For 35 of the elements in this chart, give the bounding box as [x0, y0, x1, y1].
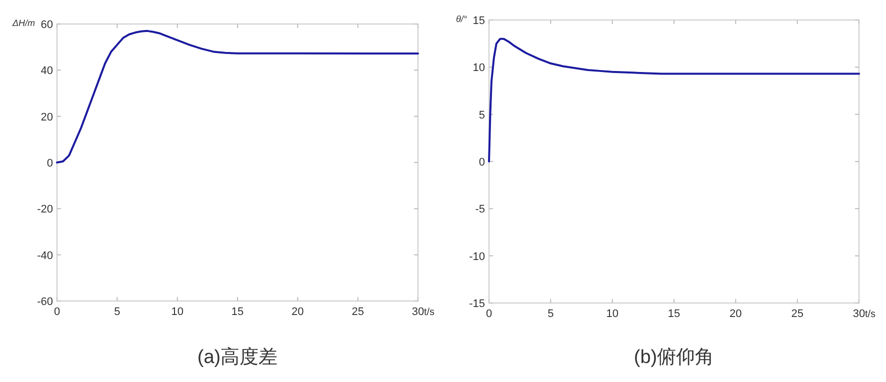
x-tick-label: 10	[606, 308, 618, 320]
y-tick-label: 40	[40, 65, 53, 78]
y-tick-label: 0	[46, 158, 53, 170]
text: (a)高度差	[197, 346, 278, 368]
line-series	[56, 30, 419, 164]
y-tick-label: 10	[472, 62, 485, 74]
x-tick-label: 25	[352, 306, 364, 318]
y-tick-label: 20	[40, 111, 53, 124]
x-tick-label: 15	[231, 306, 244, 318]
x-tick-label: 15	[668, 308, 680, 320]
x-axis-title: t/s	[424, 307, 435, 318]
x-axis-title: t/s	[865, 309, 876, 320]
y-tick-label: -10	[469, 250, 485, 263]
y-tick-label: 15	[472, 15, 485, 27]
text: (b)俯仰角	[634, 347, 714, 368]
y-tick-label: -5	[475, 204, 485, 216]
y-tick-label: -20	[37, 204, 53, 216]
y-tick-label: -40	[37, 250, 53, 262]
x-tick-label: 5	[114, 306, 120, 318]
y-axis-title: θ/°	[456, 14, 468, 24]
x-tick-label: 10	[171, 306, 184, 318]
x-tick-label: 20	[730, 308, 742, 320]
x-tick-label: 0	[54, 306, 60, 318]
x-tick-label: 20	[292, 306, 304, 318]
x-tick-label: 5	[548, 308, 554, 320]
x-tick-label: 30	[412, 306, 424, 318]
y-tick-label: 0	[478, 156, 485, 168]
line-series	[488, 38, 860, 162]
y-tick-label: 60	[40, 19, 53, 31]
y-tick-label: -60	[37, 296, 53, 308]
x-tick-label: 25	[791, 308, 804, 320]
y-axis-title: ΔH/m	[11, 18, 36, 28]
y-tick-label: 5	[478, 109, 485, 122]
x-tick-label: 30	[852, 308, 866, 320]
y-tick-label: -15	[469, 298, 485, 310]
